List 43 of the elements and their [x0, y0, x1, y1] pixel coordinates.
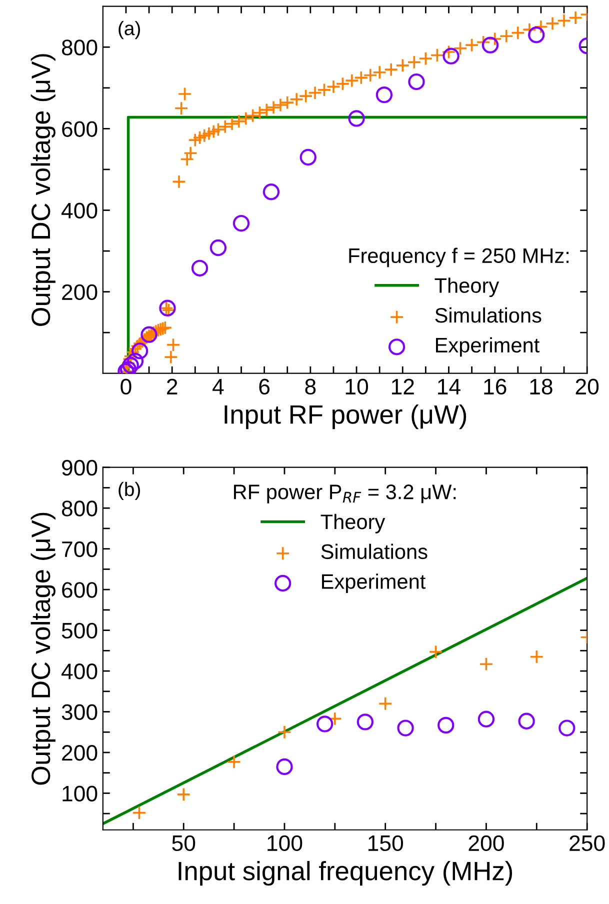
annotation: (b) [118, 482, 140, 500]
y-tick-label: 400 [61, 202, 98, 218]
x-tick-label: 0 [120, 378, 132, 395]
y-axis-title: Output DC voltage (μV) [30, 54, 56, 326]
x-tick-label: 150 [368, 835, 404, 852]
legend-label: Theory [434, 278, 500, 298]
x-tick-label: 12 [392, 378, 414, 394]
y-tick-label: 200 [62, 745, 98, 761]
legend-title: Frequency f = 250 MHz: [349, 248, 569, 268]
y-tick-label: 600 [62, 121, 98, 137]
x-tick-label: 2 [167, 378, 178, 394]
x-tick-label: 20 [576, 378, 599, 395]
x-tick-label: 200 [468, 835, 504, 852]
x-tick-label: 250 [570, 835, 605, 852]
x-tick-label: 18 [530, 378, 552, 395]
y-tick-label: 800 [62, 40, 98, 56]
x-tick-label: 50 [172, 835, 196, 852]
x-axis-title: Input RF power (μW) [224, 404, 466, 430]
y-tick-label: 500 [62, 622, 98, 639]
x-tick-label: 100 [268, 835, 302, 852]
legend-label: Theory [320, 514, 386, 534]
annotation: (a) [118, 21, 140, 40]
legend-label: Simulations [435, 307, 542, 323]
legend-label: Experiment [322, 574, 426, 594]
y-axis-title: Output DC voltage (μV) [30, 512, 56, 785]
legend-title: RF power P$_{RF}$ = 3.2 μW: [234, 484, 456, 504]
x-tick-label: 4 [212, 379, 224, 394]
y-tick-label: 900 [62, 460, 98, 476]
x-tick-label: 10 [346, 378, 368, 395]
y-tick-label: 300 [62, 704, 98, 720]
y-tick-label: 100 [62, 786, 98, 802]
y-tick-label: 400 [61, 664, 98, 680]
legend-label: Experiment [436, 337, 540, 357]
x-tick-label: 6 [259, 378, 270, 395]
y-tick-label: 700 [62, 541, 98, 558]
x-axis-title: Input signal frequency (MHz) [178, 861, 512, 886]
x-tick-label: 14 [438, 379, 460, 394]
y-tick-label: 800 [62, 500, 98, 516]
y-tick-label: 200 [62, 284, 98, 300]
y-tick-label: 600 [62, 582, 98, 598]
x-tick-label: 16 [484, 378, 506, 395]
x-tick-label: 8 [305, 378, 316, 395]
legend-label: Simulations [321, 544, 428, 560]
